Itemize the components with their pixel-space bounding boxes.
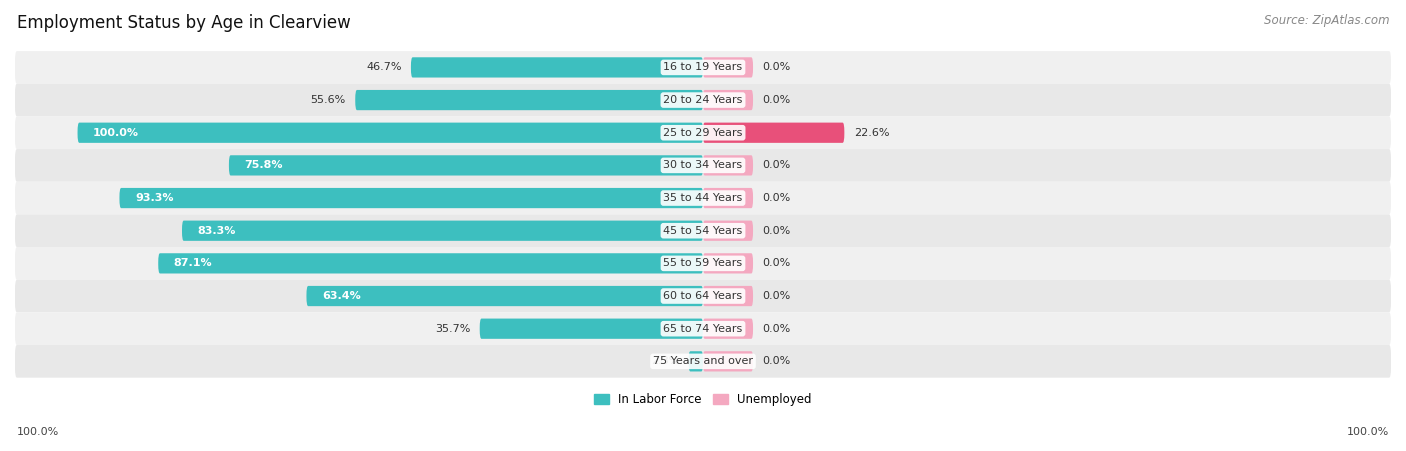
Text: Source: ZipAtlas.com: Source: ZipAtlas.com (1264, 14, 1389, 27)
Text: 0.0%: 0.0% (762, 258, 790, 268)
FancyBboxPatch shape (15, 247, 1391, 280)
FancyBboxPatch shape (703, 188, 754, 208)
FancyBboxPatch shape (15, 182, 1391, 214)
Text: 83.3%: 83.3% (198, 226, 236, 236)
Text: 45 to 54 Years: 45 to 54 Years (664, 226, 742, 236)
Text: 20 to 24 Years: 20 to 24 Years (664, 95, 742, 105)
Text: 55 to 59 Years: 55 to 59 Years (664, 258, 742, 268)
Text: 75 Years and over: 75 Years and over (652, 356, 754, 366)
FancyBboxPatch shape (703, 286, 754, 306)
Text: 25 to 29 Years: 25 to 29 Years (664, 128, 742, 138)
Text: 0.0%: 0.0% (762, 226, 790, 236)
FancyBboxPatch shape (15, 214, 1391, 247)
Text: 30 to 34 Years: 30 to 34 Years (664, 161, 742, 170)
FancyBboxPatch shape (703, 123, 845, 143)
FancyBboxPatch shape (703, 57, 754, 78)
FancyBboxPatch shape (703, 318, 754, 339)
Text: 0.0%: 0.0% (762, 161, 790, 170)
Text: 2.3%: 2.3% (651, 356, 679, 366)
Text: 55.6%: 55.6% (311, 95, 346, 105)
FancyBboxPatch shape (703, 155, 754, 175)
FancyBboxPatch shape (703, 221, 754, 241)
FancyBboxPatch shape (479, 318, 703, 339)
FancyBboxPatch shape (77, 123, 703, 143)
FancyBboxPatch shape (229, 155, 703, 175)
Text: 35 to 44 Years: 35 to 44 Years (664, 193, 742, 203)
Text: 16 to 19 Years: 16 to 19 Years (664, 62, 742, 73)
FancyBboxPatch shape (689, 351, 703, 372)
FancyBboxPatch shape (181, 221, 703, 241)
FancyBboxPatch shape (356, 90, 703, 110)
FancyBboxPatch shape (15, 51, 1391, 84)
FancyBboxPatch shape (15, 116, 1391, 149)
Text: 35.7%: 35.7% (434, 324, 471, 334)
Text: Employment Status by Age in Clearview: Employment Status by Age in Clearview (17, 14, 350, 32)
FancyBboxPatch shape (703, 90, 754, 110)
Text: 0.0%: 0.0% (762, 356, 790, 366)
Text: 0.0%: 0.0% (762, 95, 790, 105)
FancyBboxPatch shape (411, 57, 703, 78)
Text: 100.0%: 100.0% (93, 128, 139, 138)
Text: 100.0%: 100.0% (1347, 428, 1389, 437)
Legend: In Labor Force, Unemployed: In Labor Force, Unemployed (589, 388, 817, 411)
FancyBboxPatch shape (120, 188, 703, 208)
Text: 63.4%: 63.4% (322, 291, 361, 301)
Text: 60 to 64 Years: 60 to 64 Years (664, 291, 742, 301)
Text: 0.0%: 0.0% (762, 291, 790, 301)
Text: 22.6%: 22.6% (853, 128, 889, 138)
FancyBboxPatch shape (15, 280, 1391, 313)
FancyBboxPatch shape (15, 149, 1391, 182)
FancyBboxPatch shape (15, 313, 1391, 345)
FancyBboxPatch shape (703, 253, 754, 273)
Text: 0.0%: 0.0% (762, 193, 790, 203)
Text: 93.3%: 93.3% (135, 193, 173, 203)
Text: 87.1%: 87.1% (174, 258, 212, 268)
FancyBboxPatch shape (159, 253, 703, 273)
Text: 0.0%: 0.0% (762, 62, 790, 73)
Text: 75.8%: 75.8% (245, 161, 283, 170)
FancyBboxPatch shape (15, 345, 1391, 377)
Text: 65 to 74 Years: 65 to 74 Years (664, 324, 742, 334)
FancyBboxPatch shape (703, 351, 754, 372)
FancyBboxPatch shape (15, 84, 1391, 116)
Text: 0.0%: 0.0% (762, 324, 790, 334)
Text: 100.0%: 100.0% (17, 428, 59, 437)
FancyBboxPatch shape (307, 286, 703, 306)
Text: 46.7%: 46.7% (366, 62, 402, 73)
